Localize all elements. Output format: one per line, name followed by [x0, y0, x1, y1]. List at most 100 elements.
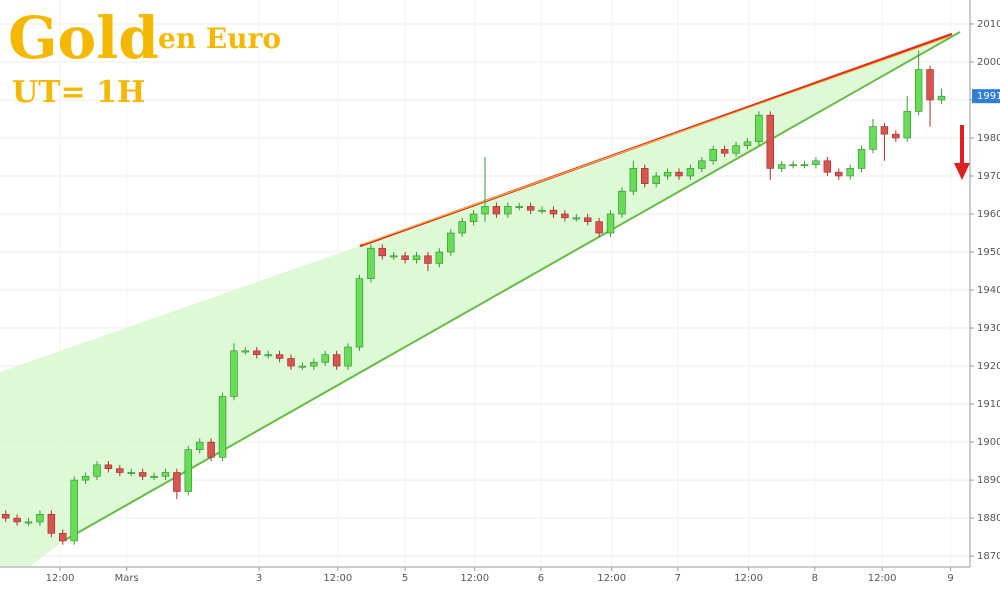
candle-body	[481, 206, 489, 215]
candle-body	[378, 247, 387, 257]
candle-body	[298, 365, 307, 368]
candle-body	[629, 168, 638, 192]
arrow-head	[954, 163, 970, 180]
candle-body	[1, 514, 10, 519]
candle-body	[880, 126, 889, 135]
candle-body	[321, 354, 329, 363]
candle-body	[241, 350, 250, 353]
candle-body	[618, 190, 626, 215]
x-tick-label: 12:00	[734, 573, 763, 584]
candle-body	[937, 95, 946, 101]
x-tick-label: 9	[947, 573, 953, 584]
candle-body	[857, 149, 866, 169]
candle-body	[104, 464, 113, 469]
candle-body	[458, 221, 466, 234]
x-tick-label: 12:00	[597, 573, 626, 584]
candle-body	[332, 354, 341, 367]
candle-body	[70, 479, 78, 542]
candle-body	[538, 209, 546, 212]
resistance-line-inner	[362, 35, 953, 245]
candle-body	[435, 251, 444, 264]
candle-body	[903, 111, 911, 139]
candle-body	[116, 468, 124, 473]
y-tick-label: 1900.0	[977, 437, 1000, 448]
y-tick-label: 1880.0	[977, 513, 1000, 524]
candle-body	[663, 171, 672, 177]
x-tick-label: 6	[538, 573, 544, 584]
candle-body	[686, 168, 695, 177]
x-tick-label: 12:00	[868, 573, 897, 584]
candle-body	[823, 160, 832, 173]
candle-body	[173, 472, 181, 492]
candle-body	[698, 160, 706, 169]
candle-body	[720, 149, 729, 154]
candle-body	[869, 126, 877, 150]
y-tick-label: 1980.0	[977, 133, 1000, 144]
y-tick-label: 2010.0	[977, 19, 1000, 30]
x-tick-label: 12:00	[46, 573, 75, 584]
candle-body	[59, 533, 67, 542]
x-tick-label: 3	[256, 573, 262, 584]
candle-body	[846, 168, 854, 177]
candle-body	[401, 255, 409, 260]
candle-body	[732, 145, 740, 154]
candle-body	[138, 472, 147, 477]
candle-body	[572, 217, 581, 220]
channel-fill	[0, 33, 955, 566]
candle-body	[835, 171, 843, 177]
candle-body	[743, 141, 752, 146]
candle-body	[207, 441, 215, 458]
candle-body	[526, 206, 535, 211]
last-price-label: 1991.	[977, 91, 1000, 102]
y-tick-label: 1920.0	[977, 361, 1000, 372]
candle-body	[424, 255, 432, 264]
y-tick-label: 1890.0	[977, 475, 1000, 486]
candle-body	[184, 449, 193, 492]
candle-body	[253, 350, 261, 355]
candle-body	[766, 114, 775, 169]
x-tick-label: 8	[812, 573, 818, 584]
candle-body	[24, 521, 33, 524]
x-tick-label: 12:00	[323, 573, 352, 584]
candle-body	[150, 475, 158, 478]
y-tick-label: 1870.0	[977, 551, 1000, 562]
y-tick-label: 1940.0	[977, 285, 1000, 296]
candle-body	[914, 69, 923, 112]
candle-body	[675, 171, 683, 177]
x-tick-label: Mars	[115, 573, 139, 584]
chart-subtitle: en Euro	[158, 22, 281, 55]
candle-body	[447, 232, 455, 253]
candle-body	[469, 213, 478, 222]
candle-body	[515, 206, 523, 208]
candle-body	[81, 475, 90, 481]
candle-body	[344, 346, 352, 367]
candle-body	[800, 164, 809, 167]
x-tick-label: 12:00	[460, 573, 489, 584]
x-tick-label: 5	[402, 573, 408, 584]
candle-body	[355, 278, 364, 348]
y-tick-label: 2000.0	[977, 57, 1000, 68]
timeframe-label: UT= 1H	[12, 75, 145, 110]
candle-body	[287, 358, 295, 367]
candle-body	[161, 472, 170, 477]
candle-body	[93, 464, 101, 477]
last-price-box	[972, 89, 1000, 104]
y-tick-label: 1910.0	[977, 399, 1000, 410]
axis-labels: 1870.0 1880.0 1890.0 1900.0 1910.0 1920.0 1930…	[46, 19, 1000, 584]
candle-body	[47, 514, 56, 534]
chart-title: Gold	[8, 4, 159, 72]
y-tick-label: 1970.0	[977, 171, 1000, 182]
candle-body	[389, 255, 398, 258]
candle-body	[926, 69, 934, 101]
candle-body	[709, 149, 717, 162]
candle-body	[218, 396, 227, 458]
candle-body	[595, 221, 603, 234]
candle-body	[549, 209, 558, 215]
candle-body	[641, 168, 649, 184]
candle-body	[755, 114, 763, 143]
candle-body	[583, 217, 592, 222]
y-tick-label: 1950.0	[977, 247, 1000, 258]
candle-body	[275, 354, 284, 359]
